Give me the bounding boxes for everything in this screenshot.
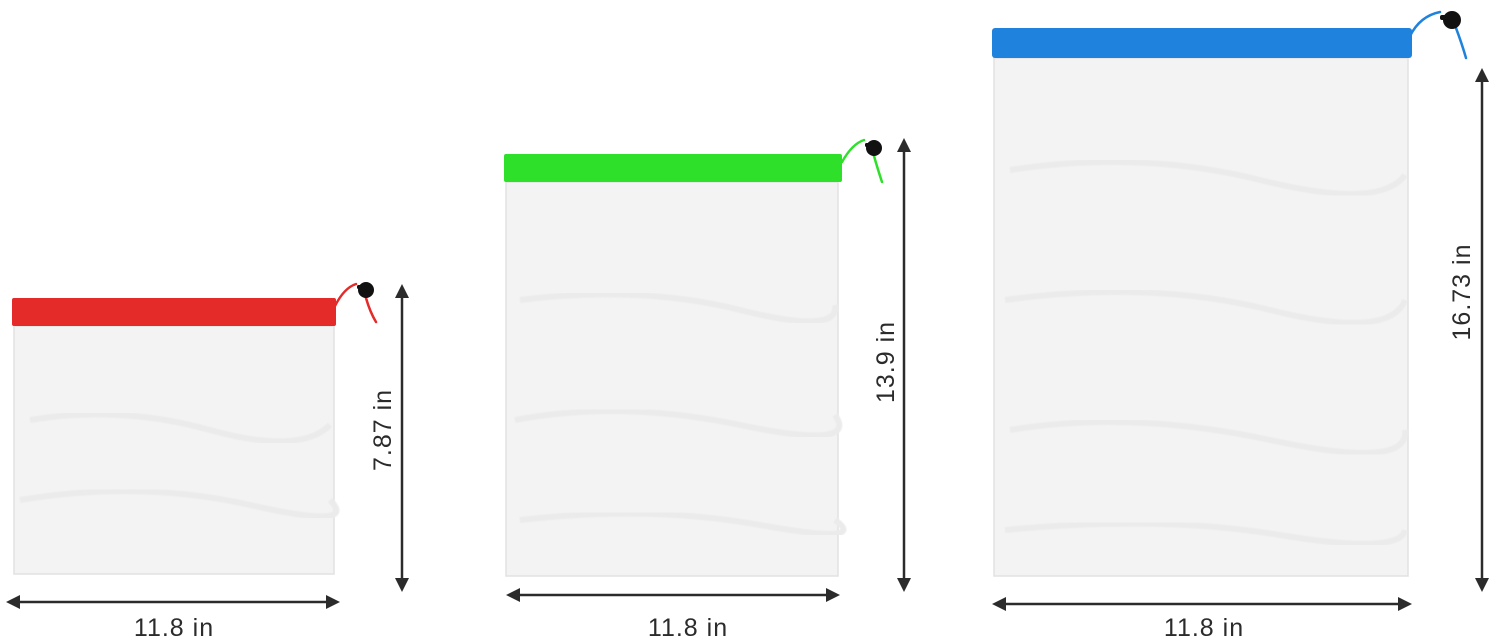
small-bag-fold [19,488,340,520]
large-bag-height-label: 16.73 in [1448,244,1476,341]
large-bag-fold [1004,520,1408,547]
large-bag-width-label: 11.8 in [1164,614,1244,642]
medium-bag-fold [514,408,843,439]
arrow-right-icon [826,588,840,602]
cord-lock-icon [865,140,882,156]
medium-bag-height-label: 13.9 in [872,321,900,403]
small-bag-width-label: 11.8 in [134,614,214,642]
arrow-up-icon [395,284,409,298]
small-bag-mesh [13,325,335,575]
medium-bag-fold [519,291,839,325]
cord-lock-icon [1440,11,1461,29]
large-bag [992,10,1468,577]
medium-bag-fold [519,510,847,537]
large-bag-cord-end [1454,26,1468,60]
large-bag-fold [1009,419,1409,456]
medium-bag [504,138,884,577]
small-bag-drawstring-band [12,298,336,326]
large-bag-fold [1009,159,1408,197]
arrow-down-icon [897,578,911,592]
arrow-left-icon [992,597,1006,611]
arrow-down-icon [395,578,409,592]
medium-bag-width-dimension: 11.8 in [506,588,840,642]
small-bag-height-dimension: 7.87 in [369,284,409,592]
medium-bag-mesh [505,181,839,577]
small-bag-fold [29,411,333,445]
arrow-left-icon [506,588,520,602]
medium-bag-width-label: 11.8 in [648,614,728,642]
arrow-down-icon [1475,578,1489,592]
small-bag-height-label: 7.87 in [369,389,397,471]
large-bag-drawstring-band [992,28,1412,58]
medium-bag-cord-end [872,154,884,184]
large-bag-width-dimension: 11.8 in [992,597,1412,642]
small-bag-cord-end [364,296,378,324]
large-bag-cord [1408,10,1442,38]
large-bag-height-dimension: 16.73 in [1448,68,1489,592]
large-bag-fold [1004,289,1408,326]
arrow-up-icon [1475,68,1489,82]
arrow-right-icon [1398,597,1412,611]
small-bag-cord [333,282,358,308]
medium-bag-cord [840,138,866,164]
large-bag-mesh [993,57,1409,577]
cord-lock-icon [357,282,374,298]
medium-bag-drawstring-band [504,154,842,182]
arrow-right-icon [326,595,340,609]
small-bag [12,282,378,575]
arrow-up-icon [897,138,911,152]
medium-bag-height-dimension: 13.9 in [872,138,911,592]
small-bag-width-dimension: 11.8 in [6,595,340,642]
arrow-left-icon [6,595,20,609]
